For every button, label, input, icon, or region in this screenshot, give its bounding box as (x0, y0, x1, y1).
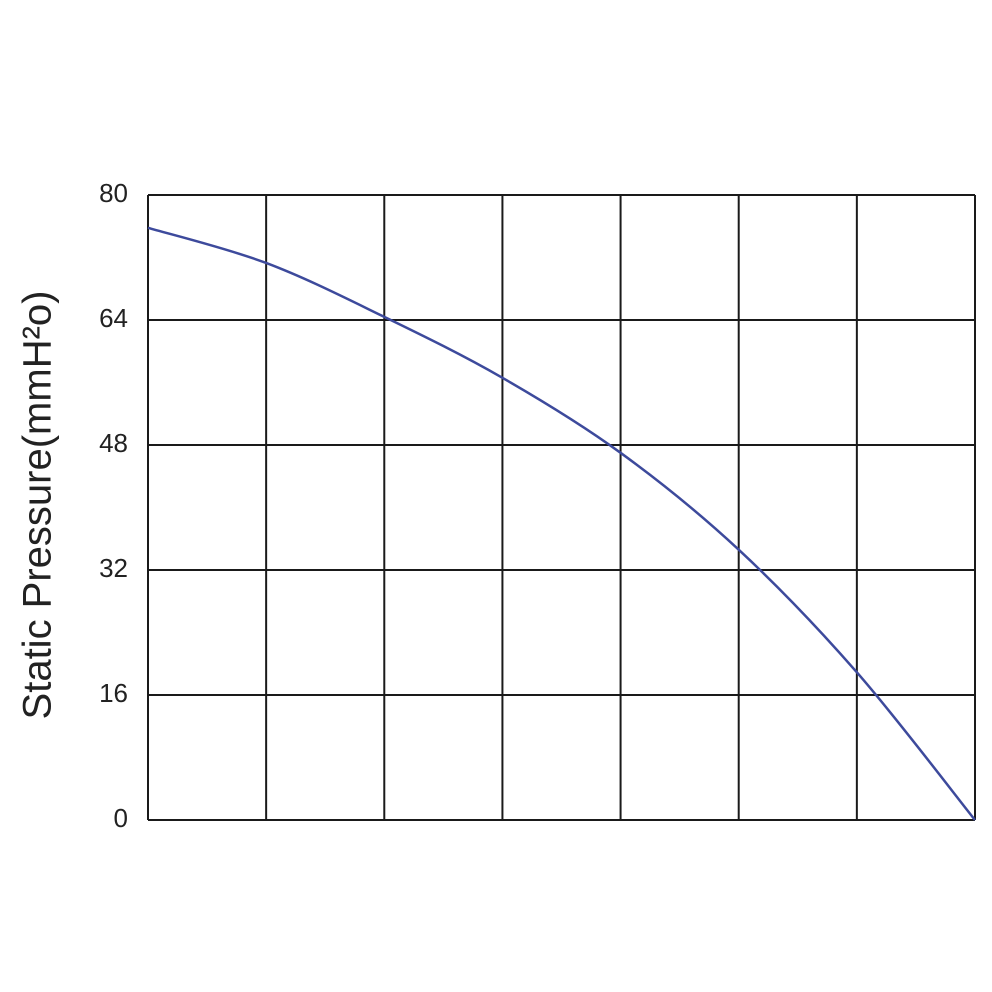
y-tick-label: 16 (99, 678, 128, 708)
y-tick-label: 80 (99, 178, 128, 208)
y-tick-label: 48 (99, 428, 128, 458)
y-tick-label: 64 (99, 303, 128, 333)
y-tick-label: 32 (99, 553, 128, 583)
y-tick-label: 0 (114, 803, 128, 833)
y-axis-label: Static Pressure(mmH²o) (16, 291, 60, 720)
data-line (147, 226, 976, 821)
